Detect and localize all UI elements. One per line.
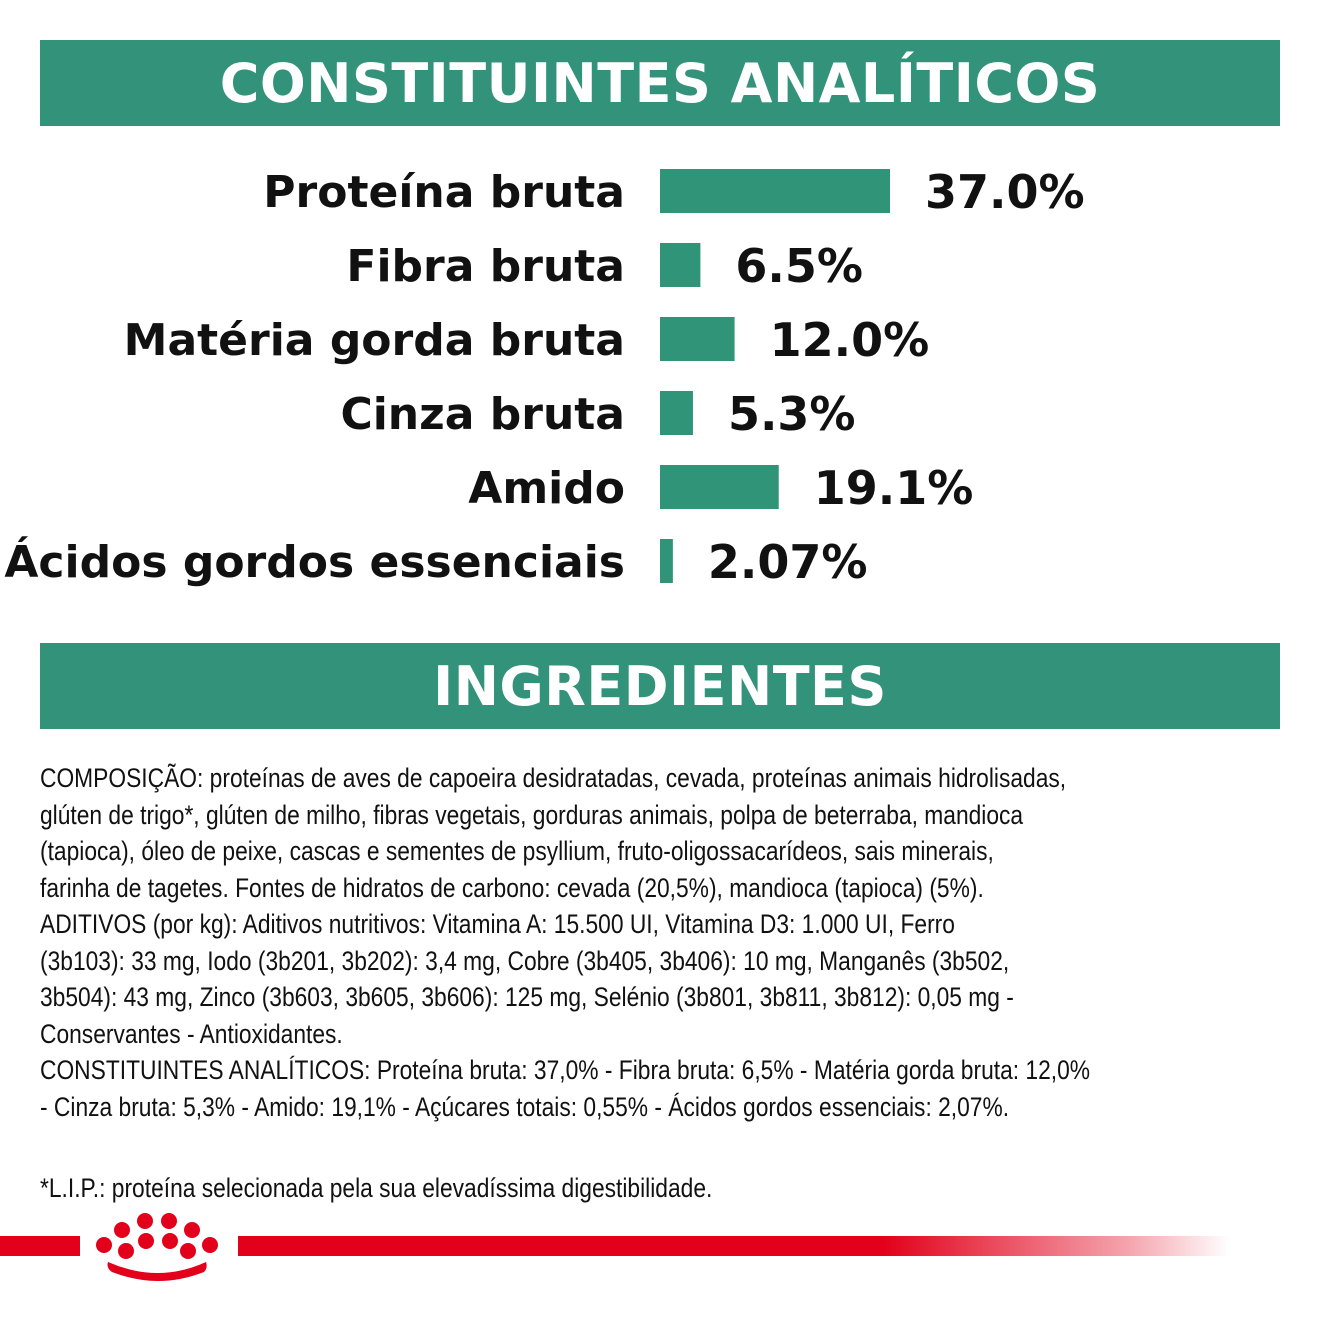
bar (660, 539, 673, 583)
composition-line: CONSTITUINTES ANALÍTICOS: Proteína bruta… (40, 1055, 1091, 1085)
composition-line: glúten de trigo*, glúten de milho, fibra… (40, 799, 1024, 830)
footnote: *L.I.P.: proteína selecionada pela sua e… (40, 1173, 713, 1203)
composition-line: Conservantes - Antioxidantes. (40, 1018, 343, 1049)
ingredients-title: INGREDIENTES (433, 654, 887, 718)
composition-text: COMPOSIÇÃO: proteínas de aves de capoeir… (40, 760, 1115, 1125)
value-label: 37.0% (925, 165, 1085, 219)
value-label: 19.1% (814, 461, 974, 515)
royal-canin-crown-icon (88, 1213, 228, 1281)
value-label: 2.07% (708, 535, 868, 589)
category-label: Amido (468, 463, 625, 514)
composition-line: ADITIVOS (por kg): Aditivos nutritivos: … (40, 909, 955, 939)
analytics-bar-chart: Proteína bruta 37.0% Fibra bruta 6.5% Matéri… (4, 165, 1085, 589)
brand-stripe-right (238, 1236, 1230, 1256)
composition-line: 3b504): 43 mg, Zinco (3b603, 3b605, 3b60… (40, 982, 1014, 1012)
analytics-title: CONSTITUINTES ANALÍTICOS (219, 51, 1101, 115)
bar (660, 317, 735, 361)
brand-stripe-left (0, 1236, 80, 1256)
composition-line: COMPOSIÇÃO: proteínas de aves de capoeir… (40, 763, 1067, 793)
category-label: Proteína bruta (263, 167, 625, 218)
composition-line: farinha de tagetes. Fontes de hidratos d… (40, 872, 984, 903)
value-label: 5.3% (728, 387, 856, 441)
value-label: 6.5% (735, 239, 863, 293)
ingredients-header: INGREDIENTES (40, 643, 1280, 729)
category-label: Ácidos gordos essenciais (4, 535, 625, 588)
category-label: Fibra bruta (346, 241, 625, 292)
category-label: Matéria gorda bruta (124, 315, 625, 366)
bar (660, 391, 693, 435)
value-label: 12.0% (770, 313, 930, 367)
composition-line: - Cinza bruta: 5,3% - Amido: 19,1% - Açú… (40, 1091, 1010, 1122)
bar (660, 465, 779, 509)
analytics-header: CONSTITUINTES ANALÍTICOS (40, 40, 1280, 126)
composition-line: (tapioca), óleo de peixe, cascas e semen… (40, 836, 994, 866)
category-label: Cinza bruta (340, 389, 625, 440)
bar (660, 169, 890, 213)
bar (660, 243, 701, 287)
composition-line: (3b103): 33 mg, Iodo (3b201, 3b202): 3,4… (40, 945, 1010, 976)
